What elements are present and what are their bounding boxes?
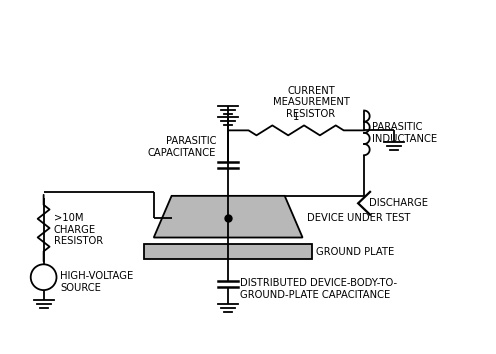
Text: 1: 1	[293, 113, 299, 122]
Text: DISTRIBUTED DEVICE-BODY-TO-
GROUND-PLATE CAPACITANCE: DISTRIBUTED DEVICE-BODY-TO- GROUND-PLATE…	[240, 278, 397, 300]
Text: >10M
CHARGE
RESISTOR: >10M CHARGE RESISTOR	[54, 213, 103, 246]
Text: HIGH-VOLTAGE
SOURCE: HIGH-VOLTAGE SOURCE	[61, 272, 134, 293]
Polygon shape	[154, 196, 303, 238]
Text: PARASITIC
CAPACITANCE: PARASITIC CAPACITANCE	[148, 136, 216, 158]
Text: CURRENT
MEASUREMENT
RESISTOR: CURRENT MEASUREMENT RESISTOR	[273, 86, 350, 119]
Text: DISCHARGE: DISCHARGE	[369, 198, 428, 208]
Text: PARASITIC
INDUCTANCE: PARASITIC INDUCTANCE	[372, 122, 437, 144]
Text: GROUND PLATE: GROUND PLATE	[316, 247, 395, 257]
Text: DEVICE UNDER TEST: DEVICE UNDER TEST	[307, 213, 410, 223]
Bar	[144, 245, 312, 259]
